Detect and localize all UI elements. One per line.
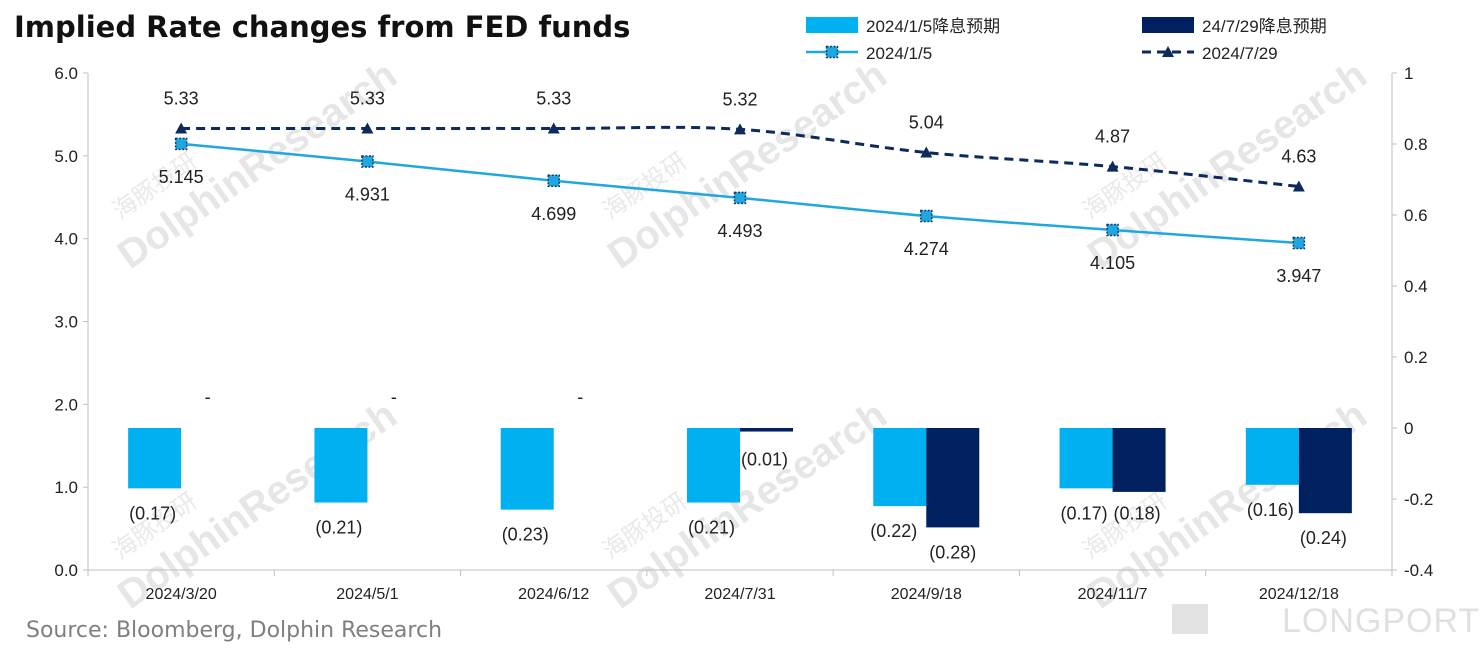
legend-label-line-1: 2024/1/5 (866, 44, 932, 63)
watermark-text: DolphinResearch (110, 53, 405, 278)
bar-series-2 (1112, 428, 1166, 492)
line-data-label: 3.947 (1276, 266, 1321, 286)
bar-series-1 (873, 428, 927, 507)
line-point-marker (361, 155, 374, 168)
bar-series-1 (1059, 428, 1113, 489)
x-tick-label: 2024/12/18 (1259, 586, 1339, 603)
source-note: Source: Bloomberg, Dolphin Research (26, 618, 443, 643)
x-tick-label: 2024/3/20 (146, 586, 217, 603)
bar-series-2 (926, 428, 980, 528)
legend-label-bar-1: 2024/1/5降息预期 (866, 17, 1000, 36)
y-right-tick-label: 0.4 (1404, 277, 1428, 296)
y-left-tick-label: 4.0 (54, 230, 78, 249)
watermark-text: DolphinResearch (1080, 53, 1375, 278)
line-point-marker (1106, 160, 1119, 172)
line-data-label: 4.87 (1095, 127, 1130, 147)
legend-swatch-bar-1 (806, 17, 858, 33)
line-data-label: 4.105 (1090, 253, 1135, 273)
bar-data-label: (0.28) (929, 542, 976, 562)
y-left-tick-label: 2.0 (54, 395, 78, 414)
bar-series-1 (687, 428, 740, 503)
bar-series-2 (740, 428, 793, 432)
y-left-tick-label: 1.0 (54, 478, 78, 497)
bar-data-label: - (205, 387, 211, 407)
legend-label-bar-2: 24/7/29降息预期 (1202, 17, 1327, 36)
y-right-tick-label: 0.6 (1404, 206, 1428, 225)
line-data-label: 4.63 (1281, 146, 1316, 166)
bar-data-label: (0.21) (688, 518, 735, 538)
line-point-marker (361, 122, 374, 134)
bar-data-label: (0.24) (1300, 528, 1347, 548)
bar-data-label: (0.16) (1247, 500, 1294, 520)
line-point-marker (1292, 180, 1305, 192)
bar-series-1 (128, 428, 182, 489)
x-tick-label: 2024/5/1 (336, 586, 398, 603)
line-point-marker (1292, 236, 1306, 250)
y-right-tick-label: 0.8 (1404, 135, 1428, 154)
bar-data-label: (0.22) (870, 521, 917, 541)
chart-title: Implied Rate changes from FED funds (14, 10, 631, 44)
x-tick-label: 2024/9/18 (891, 586, 962, 603)
bar-series-1 (500, 428, 554, 510)
bar-data-label: (0.21) (315, 518, 362, 538)
legend-marker-2 (1162, 46, 1174, 57)
bar-series-1 (314, 428, 368, 503)
bar-series-2 (1298, 428, 1352, 514)
line-data-label: 4.274 (904, 239, 949, 259)
legend-label-line-2: 2024/7/29 (1202, 44, 1278, 63)
x-tick-label: 2024/7/31 (704, 586, 775, 603)
y-left-tick-label: 0.0 (54, 561, 78, 580)
line-point-marker (733, 191, 747, 205)
legend-marker-1 (825, 45, 839, 59)
line-point-marker (175, 122, 188, 134)
line-data-label: 5.145 (159, 167, 204, 187)
line-data-label: 5.33 (536, 88, 571, 108)
line-data-label: 5.04 (909, 113, 944, 133)
line-data-label: 5.33 (350, 88, 385, 108)
line-point-marker (1106, 223, 1119, 237)
bar-data-label: - (577, 387, 583, 407)
brand-watermark: LONGPORT (1282, 602, 1480, 640)
line-data-label: 4.931 (345, 185, 390, 205)
line-data-label: 5.32 (722, 89, 757, 109)
brand-logo-icon (1172, 604, 1208, 634)
bar-data-label: (0.23) (502, 525, 549, 545)
y-left-tick-label: 5.0 (54, 147, 78, 166)
bar-series-1 (1245, 428, 1299, 485)
line-point-marker (547, 122, 560, 134)
watermark-text: DolphinResearch (600, 53, 895, 278)
line-point-marker (547, 174, 560, 188)
line-point-marker (734, 123, 746, 135)
watermark-text: DolphinResearch (600, 393, 895, 618)
x-tick-label: 2024/11/7 (1078, 586, 1148, 603)
y-right-tick-label: 0 (1404, 419, 1413, 438)
bar-data-label: (0.18) (1114, 503, 1161, 523)
bar-data-label: (0.17) (129, 503, 176, 523)
y-left-tick-label: 6.0 (54, 64, 78, 83)
y-right-tick-label: 1 (1404, 64, 1413, 83)
line-data-label: 4.699 (531, 204, 576, 224)
line-point-marker (174, 137, 188, 151)
bar-data-label: (0.01) (741, 450, 788, 470)
line-data-label: 5.33 (164, 88, 199, 108)
bar-data-label: (0.17) (1061, 503, 1108, 523)
line-point-marker (920, 209, 933, 223)
y-right-tick-label: -0.2 (1404, 490, 1433, 509)
x-tick-label: 2024/6/12 (518, 586, 589, 603)
line-data-label: 4.493 (717, 221, 762, 241)
bar-data-label: - (391, 387, 397, 407)
line-point-marker (920, 146, 933, 158)
legend-swatch-bar-2 (1142, 17, 1194, 33)
y-right-tick-label: 0.2 (1404, 348, 1428, 367)
y-left-tick-label: 3.0 (54, 313, 78, 332)
y-right-tick-label: -0.4 (1404, 561, 1433, 580)
